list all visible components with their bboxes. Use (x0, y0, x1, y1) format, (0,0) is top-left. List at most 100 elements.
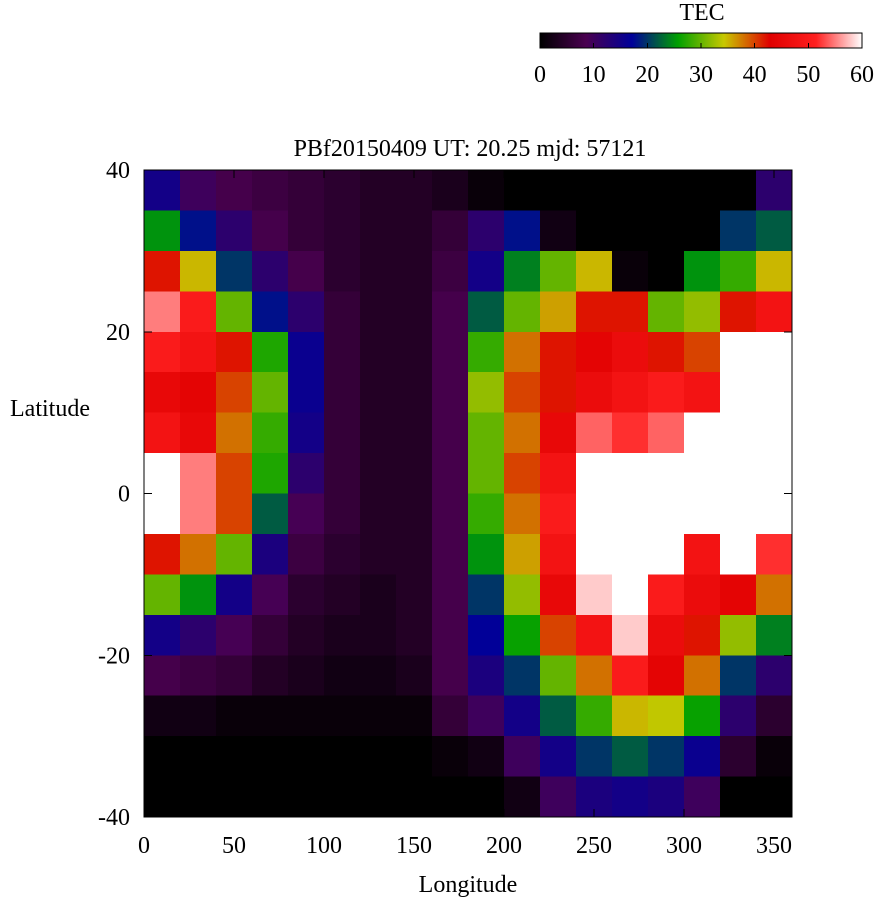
heat-cell (612, 493, 649, 535)
heat-cell (252, 453, 289, 494)
heat-cell (360, 250, 397, 292)
heat-cell (648, 453, 685, 494)
heat-cell (468, 331, 505, 373)
heat-cell (576, 574, 613, 616)
heat-cell (180, 493, 217, 535)
heat-cell (468, 655, 505, 697)
heat-cell (360, 736, 397, 778)
heat-cell (396, 493, 433, 535)
heat-cell (612, 695, 649, 737)
heat-cell (324, 493, 361, 535)
heat-cell (252, 776, 289, 818)
y-tick-label: 0 (118, 482, 130, 508)
colorbar-tick-label: 50 (796, 62, 820, 88)
heat-cell (540, 655, 577, 697)
heat-cell (576, 533, 613, 575)
heat-cell (324, 695, 361, 737)
heat-cell (252, 655, 289, 697)
y-tick-label: 20 (106, 320, 130, 346)
heat-cell (288, 655, 325, 697)
heat-cell (432, 170, 469, 211)
heat-cell (144, 412, 181, 454)
heat-cell (684, 655, 721, 697)
heat-cell (252, 250, 289, 292)
heat-cell (360, 655, 397, 697)
heat-cell (324, 170, 361, 211)
heat-cell (396, 533, 433, 575)
heat-cell (144, 210, 181, 252)
heat-cell (432, 574, 469, 616)
heat-cell (720, 655, 757, 697)
y-tick-label: -20 (98, 643, 130, 669)
heat-cell (324, 412, 361, 454)
heat-cell (180, 291, 217, 333)
heat-cell (720, 736, 757, 778)
heat-cell (468, 736, 505, 778)
heat-cell (396, 736, 433, 778)
heat-cell (648, 533, 685, 575)
heat-cell (324, 533, 361, 575)
heat-cell (648, 776, 685, 818)
heat-cell (216, 614, 253, 656)
chart-title: PBf20150409 UT: 20.25 mjd: 57121 (294, 136, 647, 162)
heat-cell (144, 533, 181, 575)
heat-cell (684, 250, 721, 292)
heat-cell (720, 614, 757, 656)
heat-cell (540, 250, 577, 292)
heat-cell (288, 250, 325, 292)
heat-cell (612, 372, 649, 414)
heat-cell (252, 533, 289, 575)
heat-cell (360, 291, 397, 333)
heat-cell (144, 655, 181, 697)
heat-cell (180, 250, 217, 292)
heat-cell (576, 453, 613, 494)
heat-cell (504, 533, 541, 575)
heat-cell (576, 695, 613, 737)
heat-cell (288, 695, 325, 737)
heat-cell (540, 331, 577, 373)
heat-cell (360, 776, 397, 818)
heat-cell (576, 250, 613, 292)
heat-cell (612, 776, 649, 818)
heat-cell (504, 372, 541, 414)
heat-cell (144, 574, 181, 616)
heat-cell (432, 533, 469, 575)
heat-cell (396, 412, 433, 454)
heat-cell (252, 210, 289, 252)
heat-cell (540, 695, 577, 737)
heat-cell (720, 453, 757, 494)
heat-cell (252, 695, 289, 737)
heat-cell (576, 291, 613, 333)
heat-cell (720, 493, 757, 535)
heat-cell (216, 736, 253, 778)
heat-cell (432, 614, 469, 656)
heat-cell (540, 170, 577, 211)
heat-cell (252, 372, 289, 414)
heat-cell (504, 736, 541, 778)
heat-cell (468, 291, 505, 333)
heat-cell (684, 574, 721, 616)
heat-cell (216, 533, 253, 575)
heat-cell (396, 453, 433, 494)
heat-cell (360, 533, 397, 575)
heat-cell (432, 736, 469, 778)
heat-cell (540, 291, 577, 333)
heat-cell (720, 574, 757, 616)
heat-cell (180, 412, 217, 454)
heat-cell (216, 453, 253, 494)
heat-cell (720, 170, 757, 211)
heat-cell (288, 533, 325, 575)
heat-cell (468, 574, 505, 616)
heat-cell (432, 695, 469, 737)
heat-cell (612, 533, 649, 575)
heat-cell (468, 372, 505, 414)
heat-cell (396, 210, 433, 252)
x-tick-label: 300 (666, 833, 702, 859)
heat-cell (684, 736, 721, 778)
heat-cell (648, 695, 685, 737)
heat-cell (180, 574, 217, 616)
heat-cell (720, 372, 757, 414)
heat-cell (288, 614, 325, 656)
colorbar-label: TEC (679, 0, 724, 26)
heat-cell (540, 776, 577, 818)
